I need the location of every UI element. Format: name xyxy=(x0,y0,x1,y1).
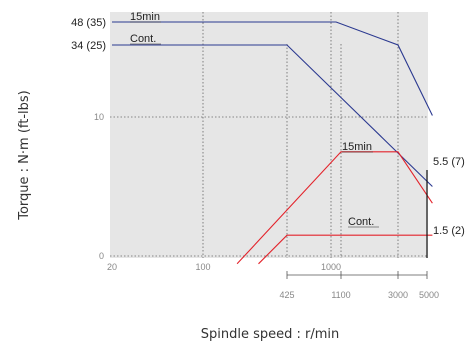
x-tick-label: 1000 xyxy=(321,262,341,272)
right-value-label: 5.5 (7) xyxy=(433,156,465,168)
speed-mark-label: 3000 xyxy=(388,290,408,300)
series-group xyxy=(112,21,433,265)
x-axis-title: Spindle speed : r/min xyxy=(201,327,340,342)
speed-mark-label: 5000 xyxy=(419,290,439,300)
y-value-label: 48 (35) xyxy=(71,17,106,29)
tick-labels: 20 100 1000 0 10 xyxy=(94,112,341,272)
y-value-label: 34 (25) xyxy=(71,40,106,52)
series-name-label: Cont. xyxy=(130,33,156,45)
y-axis-title: Torque : N·m (ft-lbs) xyxy=(17,90,32,221)
speed-axis: 425 1100 3000 5000 xyxy=(279,271,439,300)
speed-mark-label: 1100 xyxy=(331,290,350,300)
y-tick-label: 10 xyxy=(94,112,104,122)
x-tick-label: 20 xyxy=(107,262,117,272)
grid xyxy=(110,12,428,258)
value-labels: 48 (35) 34 (25) 15min Cont. 15min Cont. 5.5 (7… xyxy=(71,11,465,237)
series-line-torque-1 xyxy=(112,44,433,187)
right-value-label: 1.5 (2) xyxy=(433,225,465,237)
series-name-label: 15min xyxy=(130,11,160,23)
series-name-label: Cont. xyxy=(348,216,374,228)
speed-mark-label: 425 xyxy=(279,290,294,300)
y-tick-label: 0 xyxy=(99,251,104,261)
series-name-label: 15min xyxy=(342,141,372,153)
series-line-power-3 xyxy=(258,234,433,265)
x-tick-label: 100 xyxy=(195,262,210,272)
series-line-torque-0 xyxy=(112,21,433,116)
plot-area xyxy=(110,12,428,258)
